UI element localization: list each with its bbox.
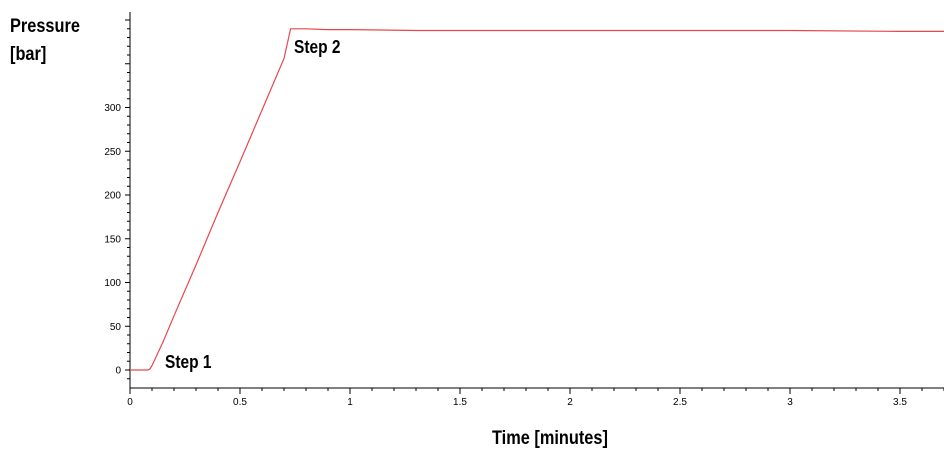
axes (125, 12, 944, 394)
y-tick-label: 300 (104, 103, 121, 114)
x-axis-label: Time [minutes] (492, 428, 608, 449)
x-tick-label: 0.5 (233, 397, 247, 408)
y-axis-label-line-1: Pressure (10, 16, 80, 37)
y-tick-label: 50 (110, 322, 122, 333)
x-tick-label: 1.5 (453, 397, 467, 408)
y-tick-label: 250 (104, 147, 121, 158)
annotation-step-2: Step 2 (294, 37, 341, 57)
y-tick-label: 200 (104, 191, 121, 202)
x-tick-label: 3.5 (893, 397, 907, 408)
x-tick-label: 2 (567, 397, 573, 408)
y-tick-label: 0 (115, 366, 121, 377)
y-axis-label-line-2: [bar] (10, 44, 47, 65)
y-tick-label: 100 (104, 278, 121, 289)
x-tick-label: 2.5 (673, 397, 687, 408)
x-tick-label: 0 (127, 397, 133, 408)
series-layer (130, 28, 944, 371)
annotation-step-1: Step 1 (165, 352, 212, 372)
tick-labels: 0 50 100 150 200 250 300 0 0.5 1 1.5 2 2.5 3 3.5 (104, 103, 907, 408)
x-tick-label: 3 (787, 397, 793, 408)
pressure-series-line (130, 28, 944, 371)
y-tick-label: 150 (104, 234, 121, 245)
x-tick-label: 1 (347, 397, 353, 408)
